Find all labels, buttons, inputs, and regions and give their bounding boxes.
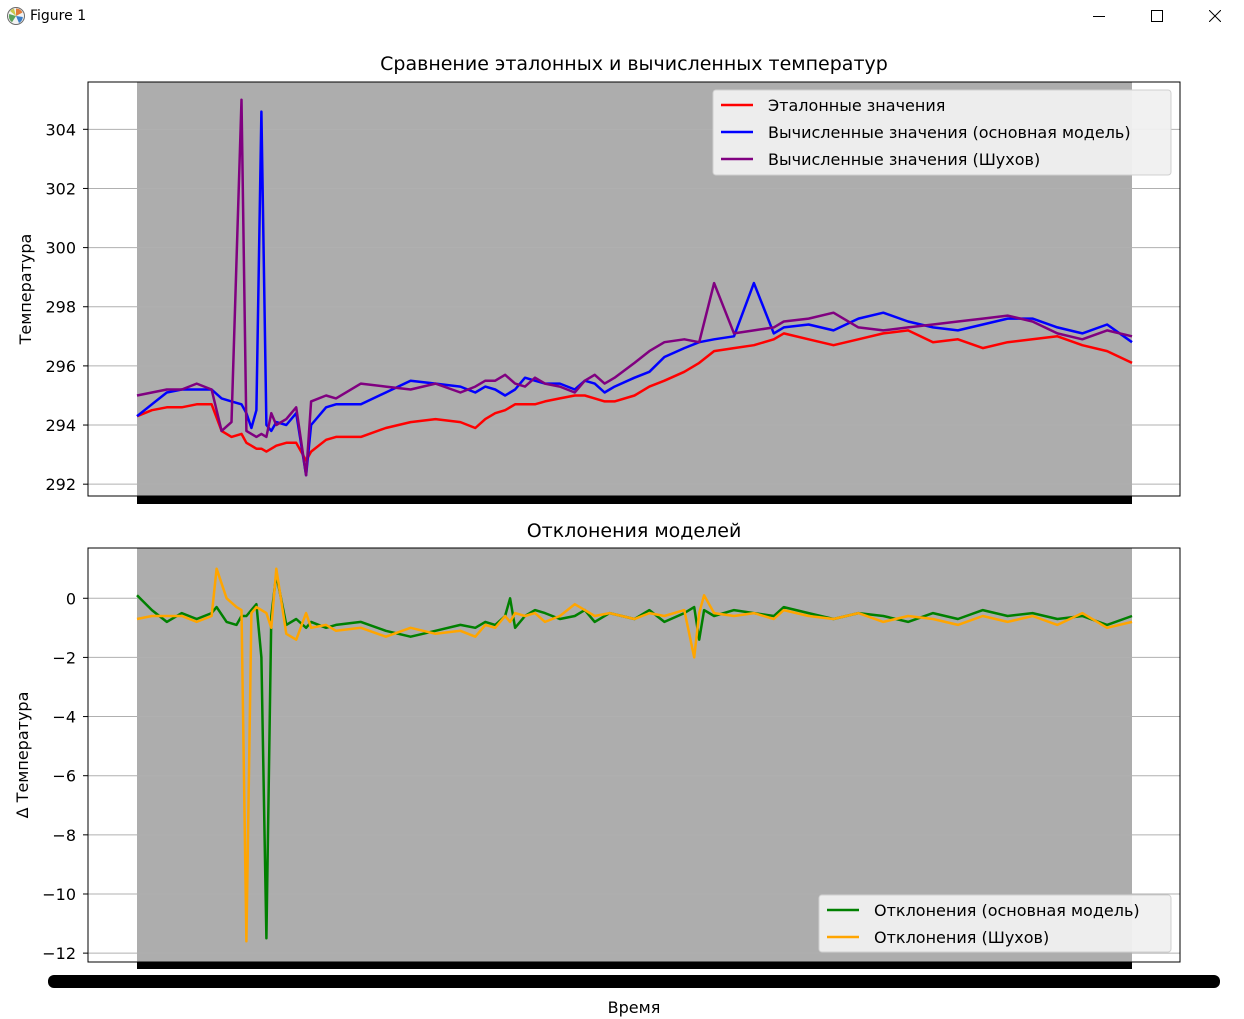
y-tick-label: 294: [45, 416, 76, 435]
y-tick-label: 0: [66, 589, 76, 608]
legend-label-dev-main: Отклонения (основная модель): [874, 901, 1140, 920]
line-reference: [136, 329, 1133, 462]
y-tick-label: 292: [45, 475, 76, 494]
series-bottom: [136, 567, 1133, 943]
minimize-icon: [1093, 16, 1105, 17]
x-axis-label: Время: [608, 998, 661, 1017]
y-tick-label: −10: [42, 885, 76, 904]
window-title: Figure 1: [30, 8, 87, 24]
close-icon: [1209, 10, 1221, 22]
matplotlib-icon: [7, 7, 25, 25]
y-axis-label-top: Температура: [16, 234, 35, 346]
legend-label-reference: Эталонные значения: [768, 96, 945, 115]
close-button[interactable]: [1186, 0, 1244, 32]
line-shukhov: [136, 98, 1133, 477]
y-tick-label: 304: [45, 120, 76, 139]
y-tick-label: −8: [52, 826, 76, 845]
legend-label-dev-shukhov: Отклонения (Шухов): [874, 928, 1049, 947]
maximize-icon: [1151, 10, 1163, 22]
y-ticks-top: 292 294 296 298 300 302 304: [45, 120, 88, 494]
axes-border-bottom: [87, 547, 1181, 963]
legend-label-main-model: Вычисленные значения (основная модель): [768, 123, 1131, 142]
x-tick-labels-overlap-bottom: [137, 962, 1132, 969]
chart-title-top: Сравнение эталонных и вычисленных темпер…: [380, 53, 888, 75]
y-tick-label: 298: [45, 298, 76, 317]
legend-box-bottom: [818, 894, 1172, 953]
window-titlebar: Figure 1: [0, 0, 1244, 32]
line-main-model: [136, 110, 1133, 477]
y-tick-label: −12: [42, 944, 76, 963]
y-tick-label: 296: [45, 357, 76, 376]
series-top: [136, 98, 1133, 477]
maximize-button[interactable]: [1128, 0, 1186, 32]
y-tick-label: −4: [52, 708, 76, 727]
y-tick-label: 300: [45, 239, 76, 258]
x-tick-labels-overlap-outer: [48, 975, 1220, 988]
line-dev-shukhov: [136, 567, 1133, 943]
y-tick-label: −6: [52, 767, 76, 786]
legend-top: Эталонные значения Вычисленные значения …: [712, 89, 1172, 176]
x-tick-labels-overlap-top: [137, 496, 1132, 504]
axes-border-top: [87, 81, 1181, 497]
legend-bottom: Отклонения (основная модель) Отклонения …: [818, 894, 1172, 953]
y-tick-label: −2: [52, 648, 76, 667]
figure-canvas: 292 294 296 298 300 302 304 Сравнение эталонны…: [13, 53, 1220, 1017]
y-tick-label: 302: [45, 179, 76, 198]
y-ticks-bottom: −12 −10 −8 −6 −4 −2 0: [42, 589, 88, 963]
legend-box-top: [712, 89, 1172, 176]
deviation-chart: −12 −10 −8 −6 −4 −2 0 Отклонения моделей Δ Тем…: [13, 520, 1220, 1017]
legend-label-shukhov: Вычисленные значения (Шухов): [768, 150, 1040, 169]
chart-title-bottom: Отклонения моделей: [527, 520, 742, 542]
y-axis-label-bottom: Δ Температура: [13, 692, 32, 819]
temperature-chart: 292 294 296 298 300 302 304 Сравнение эталонны…: [16, 53, 1181, 504]
minimize-button[interactable]: [1070, 0, 1128, 32]
